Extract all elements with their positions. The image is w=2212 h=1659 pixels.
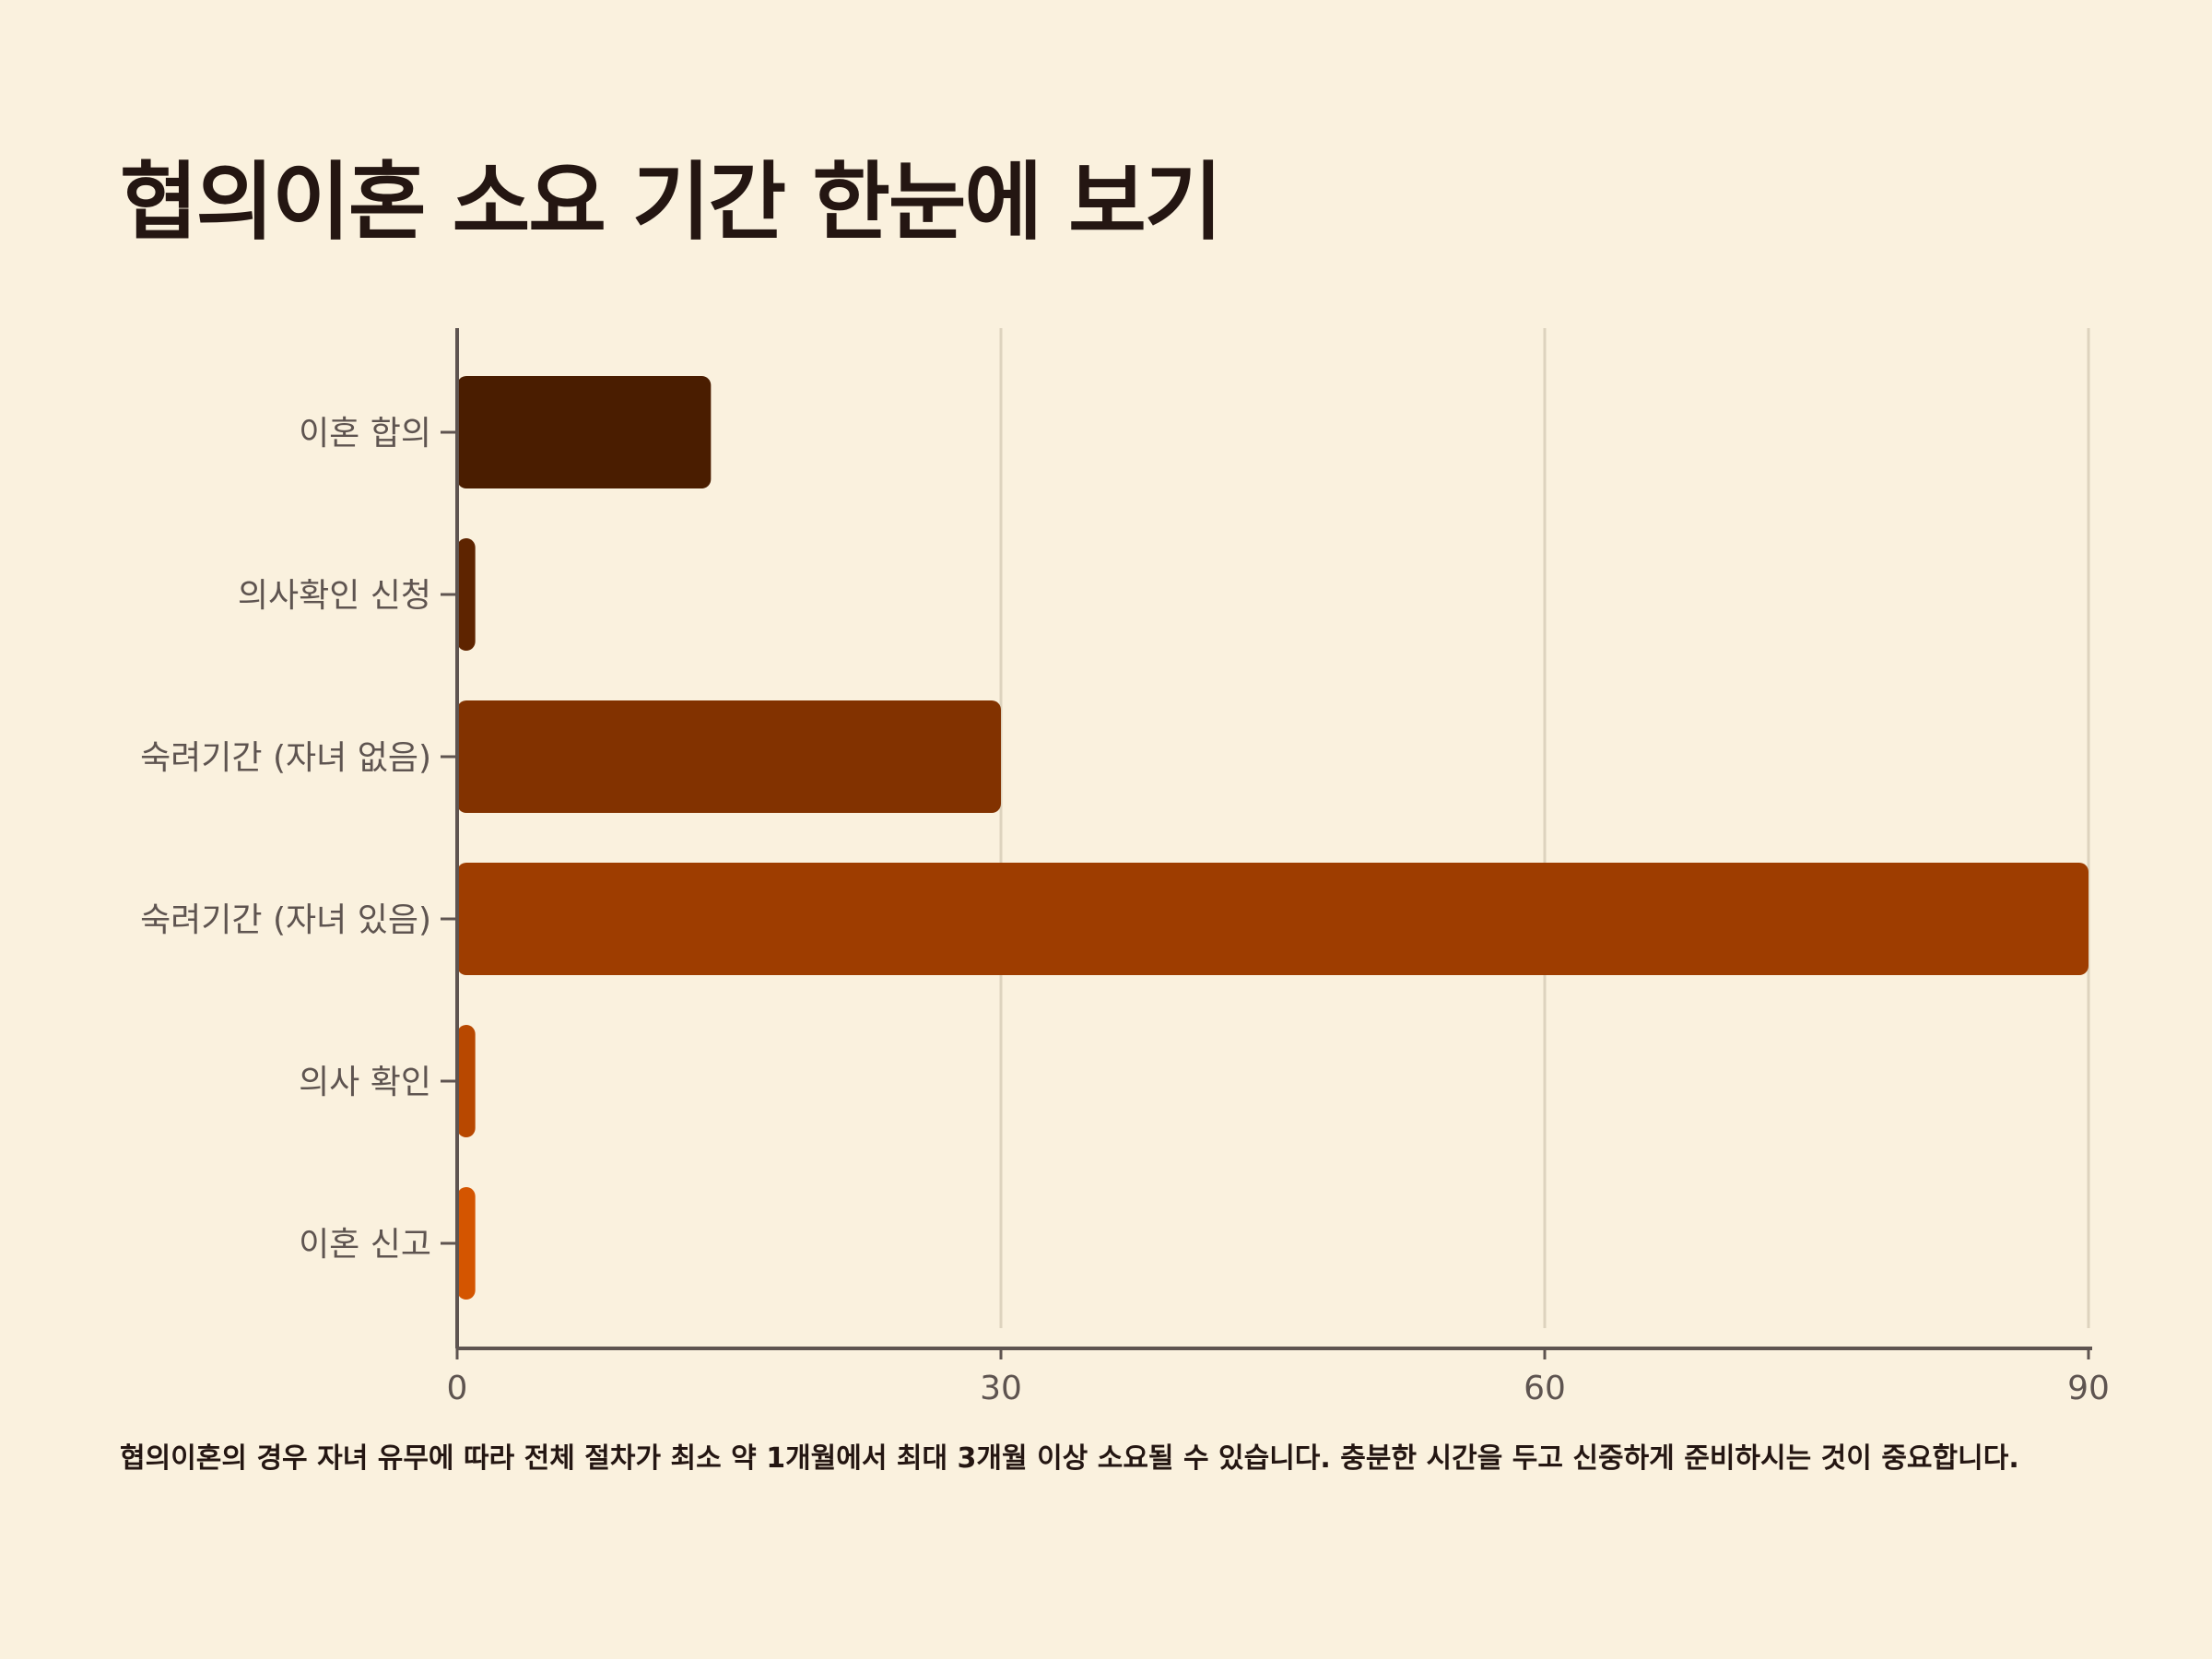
bar-6 xyxy=(457,1187,476,1300)
y-category-label: 숙려기간 (자녀 없음) xyxy=(140,739,431,777)
bars-layer xyxy=(457,376,2088,1300)
y-category-label: 이혼 합의 xyxy=(299,415,431,453)
y-category-label: 의사 확인 xyxy=(299,1064,431,1101)
footnote: 협의이혼의 경우 자녀 유무에 따라 전체 절차가 최소 약 1개월에서 최대 … xyxy=(120,1442,2019,1475)
chart-title: 협의이혼 소요 기간 한눈에 보기 xyxy=(120,153,1222,252)
grid-layer xyxy=(999,328,2090,1328)
bar-5 xyxy=(457,1025,476,1137)
x-tick-label: 90 xyxy=(2067,1370,2110,1407)
y-category-label: 이혼 신고 xyxy=(299,1226,431,1264)
bar-4 xyxy=(457,863,2088,975)
bar-1 xyxy=(457,376,712,488)
x-tick-label: 0 xyxy=(447,1370,468,1407)
x-tick-label: 60 xyxy=(1524,1370,1566,1407)
y-category-label: 의사확인 신청 xyxy=(238,577,431,615)
axis-layer xyxy=(441,328,2092,1359)
y-category-label: 숙려기간 (자녀 있음) xyxy=(140,901,431,939)
bar-2 xyxy=(457,538,476,651)
bar-3 xyxy=(457,700,1001,813)
x-tick-label: 30 xyxy=(980,1370,1022,1407)
